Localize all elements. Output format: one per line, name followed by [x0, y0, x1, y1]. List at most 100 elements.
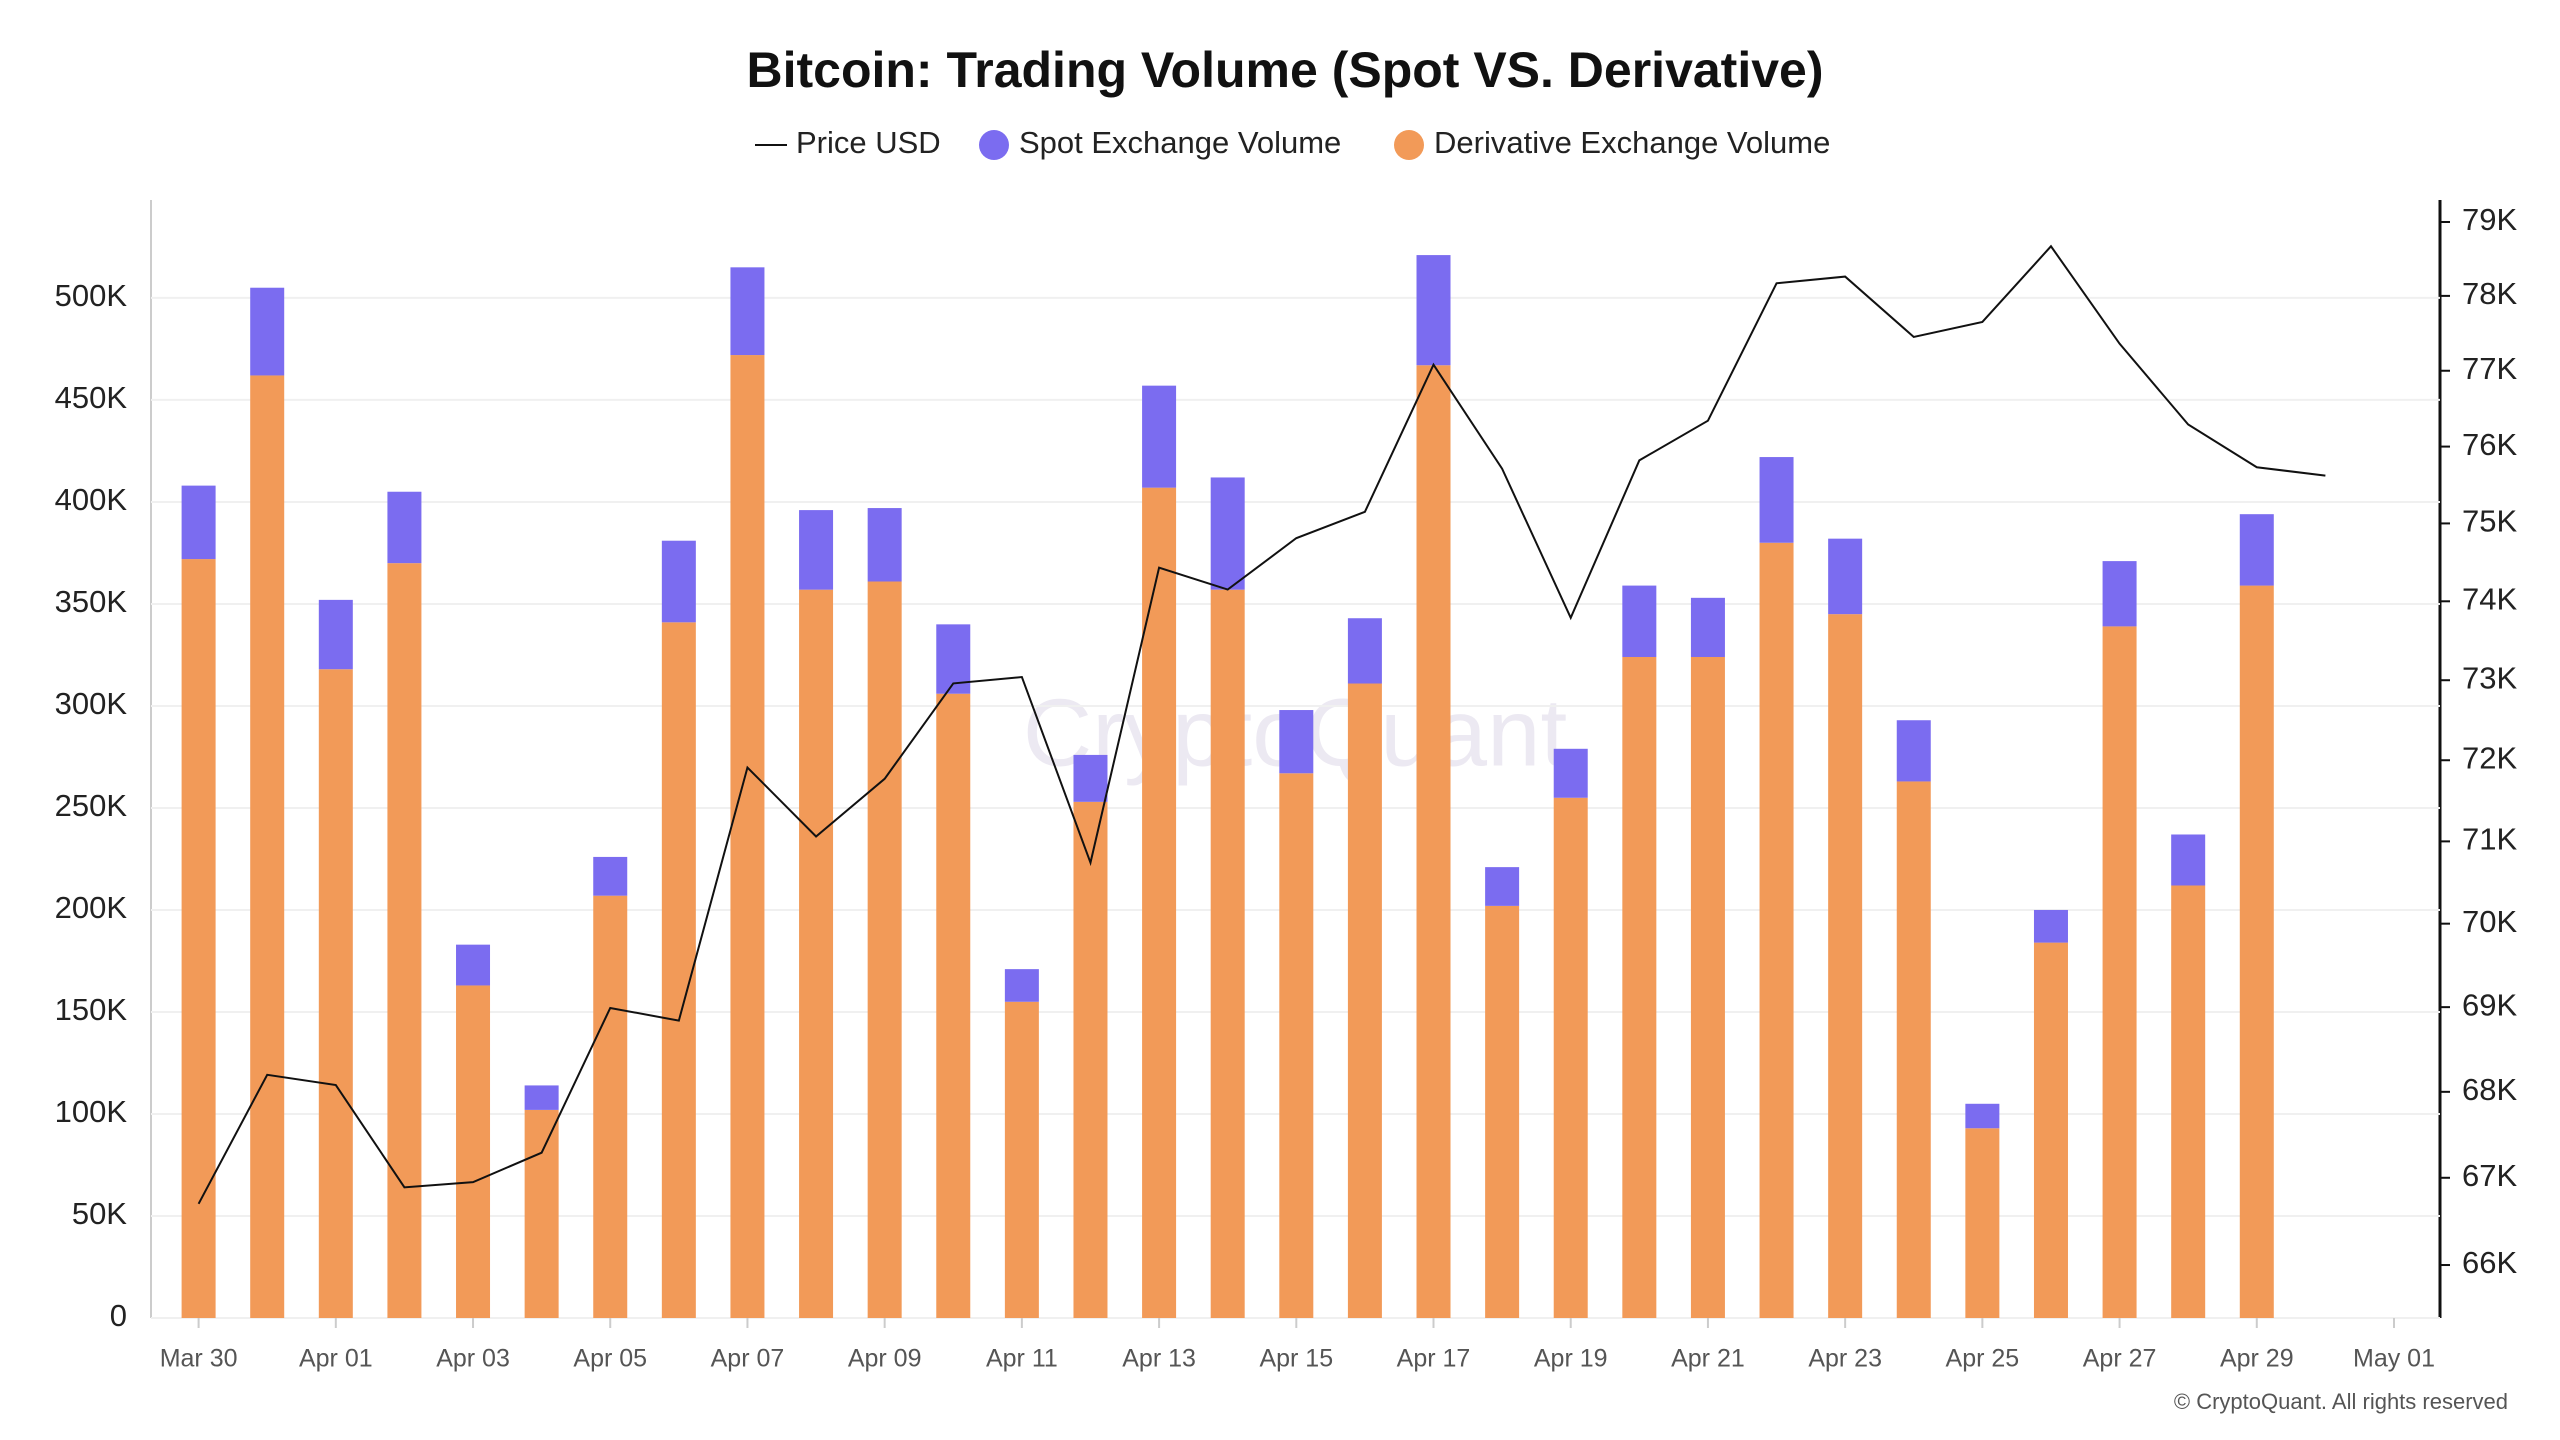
- chart-title: Bitcoin: Trading Volume (Spot VS. Deriva…: [746, 42, 1823, 98]
- y2-tick-label: 78K: [2462, 276, 2517, 311]
- y2-tick-label: 66K: [2462, 1245, 2517, 1280]
- x-tick-label: Mar 30: [160, 1345, 238, 1373]
- bar-segment: [1347, 683, 1382, 1318]
- x-tick-label: Apr 11: [986, 1345, 1058, 1373]
- bar-segment: [2239, 514, 2274, 586]
- price-line: [197, 244, 2326, 1205]
- bar-segment: [1485, 867, 1520, 906]
- bar-segment: [2171, 834, 2206, 886]
- bar-segment: [1896, 720, 1931, 782]
- bar-segment: [1416, 365, 1451, 1318]
- bar-segment: [1142, 385, 1177, 488]
- y-tick-label: 300K: [55, 686, 128, 721]
- y-tick-label: 100K: [55, 1094, 128, 1129]
- y-tick-label: 200K: [55, 890, 128, 925]
- bar-segment: [1690, 597, 1725, 657]
- bar-segment: [1073, 801, 1108, 1318]
- bar-segment: [799, 510, 834, 590]
- legend-label: Price USD: [796, 125, 941, 160]
- y2-tick-label: 70K: [2462, 904, 2517, 939]
- x-tick-label: Apr 05: [573, 1345, 647, 1373]
- y2-tick-label: 75K: [2462, 504, 2517, 539]
- bar-segment: [387, 491, 422, 564]
- bar-segment: [1004, 969, 1039, 1002]
- bar-segment: [1553, 748, 1588, 798]
- bar-segment: [1828, 614, 1863, 1318]
- bar-segment: [2171, 885, 2206, 1318]
- bar-segment: [1622, 585, 1657, 657]
- bar-segment: [387, 563, 422, 1318]
- legend-swatch: [979, 130, 1009, 160]
- bar-segment: [936, 693, 971, 1318]
- bar-segment: [1142, 487, 1177, 1318]
- legend-label: Spot Exchange Volume: [1019, 125, 1341, 160]
- y2-tick-label: 69K: [2462, 987, 2517, 1022]
- y2-tick-label: 79K: [2462, 202, 2517, 237]
- y-tick-label: 50K: [72, 1196, 127, 1231]
- bar-segment: [593, 895, 628, 1318]
- bar-segment: [2239, 585, 2274, 1318]
- bar-segment: [661, 622, 696, 1318]
- x-tick-label: May 01: [2353, 1345, 2435, 1373]
- bar-segment: [524, 1085, 559, 1110]
- bar-segment: [1896, 781, 1931, 1318]
- bar-segment: [456, 944, 491, 986]
- bar-segment: [456, 985, 491, 1318]
- bar-segment: [1210, 477, 1245, 590]
- y-tick-label: 250K: [55, 788, 128, 823]
- bar-segment: [1279, 710, 1314, 774]
- copyright: © CryptoQuant. All rights reserved: [2174, 1389, 2508, 1414]
- x-tick-label: Apr 03: [436, 1345, 510, 1373]
- bar-segment: [2102, 561, 2137, 627]
- bar-segment: [1965, 1103, 2000, 1129]
- legend-label: Derivative Exchange Volume: [1434, 125, 1830, 160]
- bar-segment: [2033, 942, 2068, 1318]
- bar-segment: [250, 287, 285, 376]
- y2-tick-label: 68K: [2462, 1072, 2517, 1107]
- bar-segment: [181, 559, 216, 1318]
- x-tick-label: Apr 21: [1671, 1345, 1745, 1373]
- y2-tick-label: 76K: [2462, 427, 2517, 462]
- y2-tick-label: 77K: [2462, 351, 2517, 386]
- x-tick-label: Apr 25: [1946, 1345, 2020, 1373]
- y-tick-label: 400K: [55, 482, 128, 517]
- bar-segment: [1210, 589, 1245, 1318]
- x-tick-label: Apr 01: [299, 1345, 373, 1373]
- x-tick-label: Apr 17: [1397, 1345, 1471, 1373]
- y2-tick-label: 74K: [2462, 581, 2517, 616]
- bar-segment: [1759, 542, 1794, 1318]
- bar-segment: [318, 669, 353, 1318]
- x-tick-label: Apr 23: [1808, 1345, 1882, 1373]
- bar-segment: [1347, 618, 1382, 684]
- bar-segment: [867, 581, 902, 1318]
- bar-segment: [2102, 626, 2137, 1318]
- x-tick-label: Apr 13: [1122, 1345, 1196, 1373]
- bar-segment: [1828, 538, 1863, 615]
- bar-segment: [1279, 773, 1314, 1318]
- bar-segment: [730, 355, 765, 1318]
- legend-swatch: [1394, 130, 1424, 160]
- x-tick-label: Apr 15: [1259, 1345, 1333, 1373]
- x-tick-label: Apr 19: [1534, 1345, 1608, 1373]
- y2-tick-label: 71K: [2462, 822, 2517, 857]
- bar-segment: [250, 375, 285, 1319]
- bar-segment: [181, 485, 216, 560]
- x-tick-label: Apr 07: [711, 1345, 785, 1373]
- bar-segment: [1759, 457, 1794, 543]
- bar-segment: [318, 599, 353, 670]
- bar-segment: [1553, 797, 1588, 1318]
- bar-segment: [799, 589, 834, 1318]
- y-tick-label: 350K: [55, 584, 128, 619]
- bar-segment: [1622, 656, 1657, 1318]
- bar-segment: [1485, 905, 1520, 1318]
- bar-segment: [593, 856, 628, 896]
- x-tick-label: Apr 27: [2083, 1345, 2157, 1373]
- x-tick-label: Apr 29: [2220, 1345, 2294, 1373]
- y-tick-label: 500K: [55, 278, 128, 313]
- bar-segment: [1073, 754, 1108, 802]
- bar-segment: [2033, 909, 2068, 943]
- bar-segment: [661, 540, 696, 623]
- bar-segment: [1004, 1001, 1039, 1318]
- bar-segment: [1965, 1128, 2000, 1318]
